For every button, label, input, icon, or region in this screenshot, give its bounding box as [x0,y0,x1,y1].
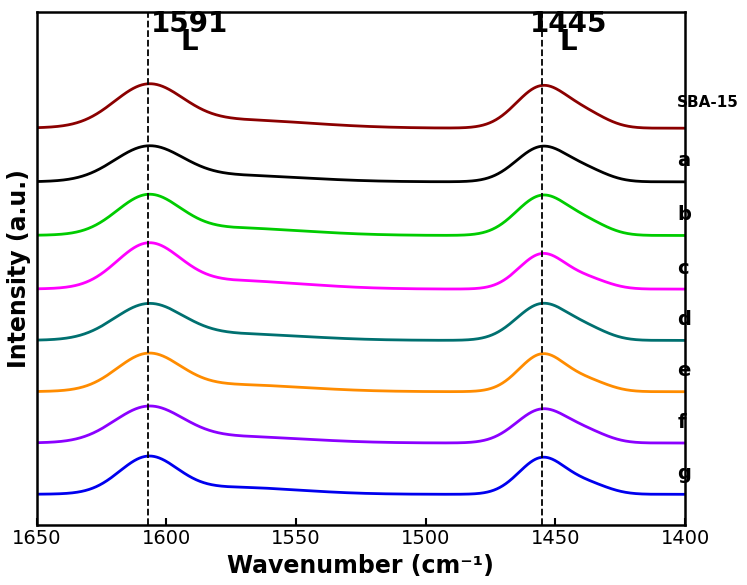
Text: f: f [678,412,686,432]
Text: 1445: 1445 [530,10,607,38]
Text: e: e [678,361,691,380]
Y-axis label: Intensity (a.u.): Intensity (a.u.) [7,168,31,367]
Text: g: g [678,464,691,483]
Text: c: c [678,259,689,278]
X-axis label: Wavenumber (cm⁻¹): Wavenumber (cm⁻¹) [227,554,495,578]
Text: d: d [678,310,691,329]
Text: L: L [560,28,577,56]
Text: 1591: 1591 [151,10,228,38]
Text: L: L [181,28,199,56]
Text: b: b [678,205,691,224]
Text: SBA-15: SBA-15 [678,95,740,110]
Text: a: a [678,152,690,170]
